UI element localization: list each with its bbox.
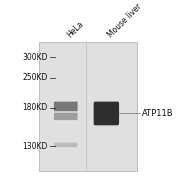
Text: HeLa: HeLa bbox=[66, 19, 86, 39]
FancyBboxPatch shape bbox=[54, 113, 78, 120]
Text: 250KD: 250KD bbox=[22, 73, 48, 82]
FancyBboxPatch shape bbox=[54, 102, 78, 111]
FancyBboxPatch shape bbox=[39, 42, 137, 171]
Text: 130KD: 130KD bbox=[22, 141, 48, 150]
FancyBboxPatch shape bbox=[94, 102, 119, 125]
Text: 300KD: 300KD bbox=[22, 53, 48, 62]
Text: ATP11B: ATP11B bbox=[142, 109, 174, 118]
FancyBboxPatch shape bbox=[54, 143, 77, 147]
Text: 180KD: 180KD bbox=[23, 103, 48, 112]
Text: Mouse liver: Mouse liver bbox=[106, 2, 144, 39]
